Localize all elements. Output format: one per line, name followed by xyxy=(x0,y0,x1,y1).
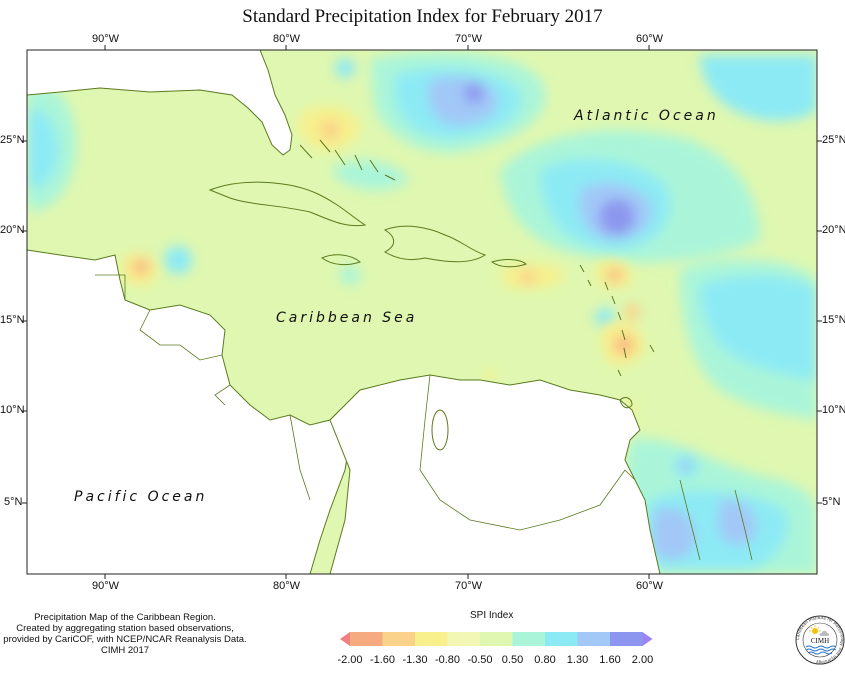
lat-tick-right: 10°N xyxy=(822,404,845,416)
credit-line: Precipitation Map of the Caribbean Regio… xyxy=(34,612,216,623)
legend-tick-label: 0.80 xyxy=(534,654,556,666)
map-credits: Precipitation Map of the Caribbean Regio… xyxy=(0,612,250,656)
lat-tick-left: 20°N xyxy=(0,224,25,236)
map-ticks xyxy=(22,45,822,579)
map-title: Standard Precipitation Index for Februar… xyxy=(242,6,603,27)
lon-tick-top: 90°W xyxy=(92,33,120,45)
credit-line: CIMH 2017 xyxy=(100,645,150,656)
lat-tick-left: 10°N xyxy=(0,404,25,416)
land-no-data xyxy=(27,50,661,574)
legend-tick-label: -1.30 xyxy=(402,654,428,666)
lat-tick-right: 5°N xyxy=(822,496,841,508)
lon-tick-top: 70°W xyxy=(455,33,483,45)
legend-arrow-high xyxy=(642,632,653,646)
lon-tick-bottom: 70°W xyxy=(455,580,483,592)
legend-swatch xyxy=(350,632,383,646)
legend-swatch xyxy=(512,632,545,646)
legend-tick-label: 2.00 xyxy=(631,654,654,666)
lon-tick-bottom: 60°W xyxy=(636,580,664,592)
country-borders xyxy=(95,274,753,561)
lat-tick-left: 5°N xyxy=(4,496,23,508)
legend-tick-label: -0.50 xyxy=(467,654,493,666)
logo-abbr: CIMH xyxy=(811,637,829,645)
credit-line: Created by aggregating station based obs… xyxy=(16,623,234,634)
legend-tick-label: -0.80 xyxy=(434,654,461,666)
caribbean-sea-label: Caribbean Sea xyxy=(276,310,418,326)
legend-swatch xyxy=(382,632,415,646)
dry-anomaly-contours xyxy=(122,106,645,414)
lat-tick-right: 15°N xyxy=(822,314,845,326)
pacific-ocean-label: Pacific Ocean xyxy=(74,489,208,505)
island-outlines xyxy=(208,139,655,409)
legend-swatch xyxy=(610,632,643,646)
credit-line: provided by CariCOF, with NCEP/NCAR Rean… xyxy=(3,634,247,645)
legend-arrow-low xyxy=(340,632,350,646)
lat-tick-left: 25°N xyxy=(0,134,25,146)
sun-icon xyxy=(812,628,818,634)
lat-tick-right: 25°N xyxy=(822,134,845,146)
cimh-logo: Caribbean Institute for Meteorology and … xyxy=(795,615,845,665)
legend-swatch xyxy=(577,632,610,646)
atlantic-ocean-label: Atlantic Ocean xyxy=(574,108,719,124)
legend-title: SPI Index xyxy=(470,610,514,621)
lon-tick-bottom: 80°W xyxy=(273,580,301,592)
map-frame xyxy=(26,49,818,575)
legend-swatch xyxy=(415,632,448,646)
lon-tick-bottom: 90°W xyxy=(92,580,120,592)
legend-swatch xyxy=(447,632,480,646)
wet-anomaly-contours xyxy=(27,51,817,574)
legend-swatch xyxy=(545,632,578,646)
lon-tick-top: 60°W xyxy=(636,33,664,45)
cloud-icon xyxy=(819,630,830,636)
lon-tick-top: 80°W xyxy=(273,33,301,45)
legend-tick-label: 0.50 xyxy=(501,654,524,666)
legend-swatch xyxy=(480,632,513,646)
legend-colorbar xyxy=(340,632,653,646)
lat-tick-right: 20°N xyxy=(822,224,845,236)
legend-tick-label: -2.00 xyxy=(337,654,363,666)
waves-icon xyxy=(805,645,837,655)
legend-tick-label: -1.60 xyxy=(369,654,396,666)
lat-tick-left: 15°N xyxy=(0,314,25,326)
lake-maracaibo xyxy=(431,409,449,451)
legend-tick-label: 1.60 xyxy=(599,654,621,666)
legend-tick-label: 1.30 xyxy=(566,654,589,666)
